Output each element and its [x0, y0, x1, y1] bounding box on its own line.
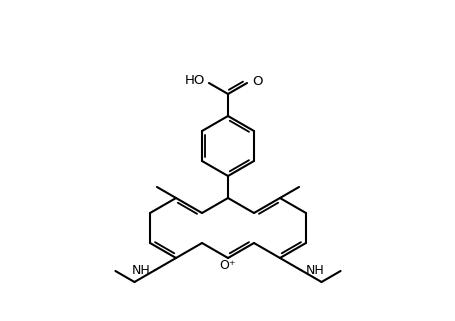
Text: HO: HO [184, 74, 204, 88]
Text: O⁺: O⁺ [219, 259, 236, 272]
Text: O: O [252, 75, 262, 89]
Text: NH: NH [131, 264, 150, 276]
Text: NH: NH [305, 264, 324, 276]
